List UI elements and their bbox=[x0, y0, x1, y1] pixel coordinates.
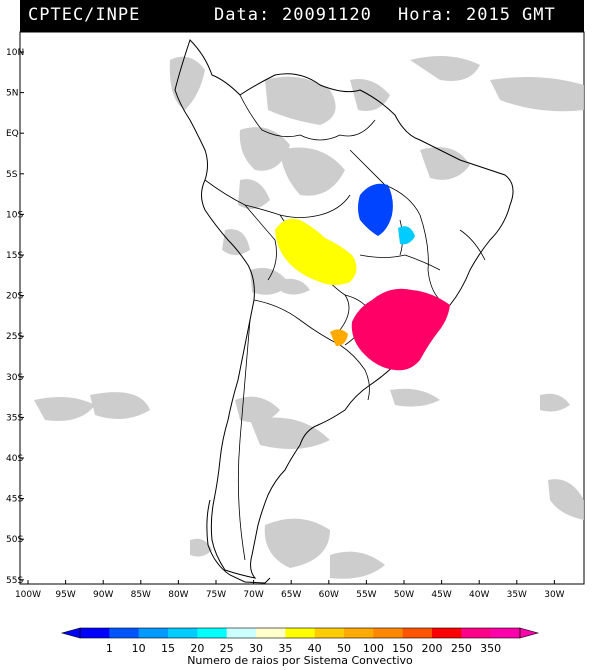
magenta-cluster bbox=[351, 288, 450, 371]
colorbar-tick-label: 10 bbox=[132, 642, 146, 655]
colorbar-tick-label: 25 bbox=[220, 642, 234, 655]
time-label: Hora: bbox=[398, 5, 455, 25]
colorbar-tick-label: 200 bbox=[422, 642, 443, 655]
colorbar-swatch bbox=[80, 628, 110, 638]
lat-label: EQ bbox=[6, 129, 19, 139]
lon-label: 30W bbox=[544, 590, 564, 600]
source-label: CPTEC/INPE bbox=[28, 5, 141, 25]
colorbar-swatch bbox=[138, 628, 169, 638]
colorbar-swatch bbox=[256, 628, 286, 638]
colorbar-swatch bbox=[197, 628, 228, 638]
lat-label: 30S bbox=[6, 373, 23, 383]
lon-label: 45W bbox=[431, 590, 451, 600]
colorbar-max-arrow bbox=[519, 627, 540, 639]
lon-label: 90W bbox=[93, 590, 113, 600]
lon-label: 60W bbox=[319, 590, 339, 600]
colorbar-border bbox=[79, 627, 521, 639]
cyan-cluster bbox=[398, 226, 415, 245]
colorbar-tick-label: 15 bbox=[161, 642, 175, 655]
lon-label: 100W bbox=[15, 590, 41, 600]
colorbar-swatch bbox=[285, 628, 316, 638]
lat-label: 45S bbox=[6, 495, 23, 505]
longitude-axis: 100W 95W 90W 85W 80W 75W 70W 65W 60W 55W 50W 45W 40W… bbox=[15, 580, 565, 600]
lat-label: 55S bbox=[6, 576, 23, 586]
convective-systems bbox=[275, 183, 450, 371]
lon-label: 80W bbox=[168, 590, 188, 600]
country-borders bbox=[204, 94, 486, 561]
lon-label: 70W bbox=[243, 590, 263, 600]
colorbar-label: Numero de raios por Sistema Convectivo bbox=[187, 654, 413, 667]
cloud-cover bbox=[34, 56, 584, 579]
lat-label: 40S bbox=[6, 454, 23, 464]
lat-label: 20S bbox=[6, 292, 23, 302]
orange-cluster bbox=[330, 329, 348, 346]
lon-label: 65W bbox=[281, 590, 301, 600]
time-value: 2015 bbox=[466, 5, 511, 25]
lat-label: 35S bbox=[6, 413, 23, 423]
colorbar-tick-label: 350 bbox=[480, 642, 501, 655]
lon-label: 95W bbox=[55, 590, 75, 600]
lat-label: 5S bbox=[6, 170, 18, 180]
lat-label: 50S bbox=[6, 535, 23, 545]
continent-outline bbox=[174, 39, 514, 584]
colorbar-tick-label: 150 bbox=[392, 642, 413, 655]
colorbar-tick-label: 35 bbox=[278, 642, 292, 655]
colorbar-swatch bbox=[344, 628, 374, 638]
colorbar-tick-label: 1 bbox=[106, 642, 113, 655]
colorbar-swatch bbox=[226, 628, 257, 638]
yellow-cluster bbox=[275, 218, 357, 285]
colorbar: 1 10 15 20 25 30 35 40 50 100 150 200 250 350 bbox=[60, 627, 540, 655]
colorbar-swatch bbox=[461, 628, 492, 638]
lat-label: 10N bbox=[6, 48, 24, 58]
date-label: Data: bbox=[214, 5, 271, 25]
lon-label: 85W bbox=[131, 590, 151, 600]
lon-label: 55W bbox=[356, 590, 376, 600]
colorbar-min-arrow bbox=[60, 627, 81, 639]
lon-label: 50W bbox=[394, 590, 414, 600]
lon-label: 40W bbox=[469, 590, 489, 600]
lon-label: 75W bbox=[206, 590, 226, 600]
colorbar-tick-label: 100 bbox=[363, 642, 384, 655]
colorbar-swatch bbox=[490, 628, 521, 638]
lat-label: 15S bbox=[6, 251, 23, 261]
colorbar-tick-label: 30 bbox=[249, 642, 263, 655]
colorbar-tick-label: 50 bbox=[337, 642, 351, 655]
colorbar-swatch bbox=[432, 628, 462, 638]
blue-cluster bbox=[358, 183, 393, 236]
map-frame bbox=[19, 31, 585, 585]
colorbar-swatch bbox=[402, 628, 433, 638]
colorbar-tick-label: 40 bbox=[308, 642, 322, 655]
lon-label: 35W bbox=[507, 590, 527, 600]
lat-label: 25S bbox=[6, 332, 23, 342]
date-value: 20091120 bbox=[282, 5, 372, 25]
latitude-axis: 10N 5N EQ 5S 10S 15S 20S 25S 30S 35S 40S 45S 50S 55S bbox=[6, 48, 24, 586]
colorbar-swatch bbox=[168, 628, 198, 638]
colorbar-tick-label: 20 bbox=[190, 642, 204, 655]
timezone-label: GMT bbox=[522, 5, 556, 25]
colorbar-swatch bbox=[314, 628, 345, 638]
colorbar-swatch bbox=[109, 628, 140, 638]
lat-label: 10S bbox=[6, 210, 23, 220]
lat-label: 5N bbox=[6, 89, 18, 99]
colorbar-tick-label: 250 bbox=[451, 642, 472, 655]
map-header: CPTEC/INPE Data: 20091120 Hora: 2015 GMT bbox=[20, 0, 584, 32]
colorbar-swatch bbox=[373, 628, 404, 638]
